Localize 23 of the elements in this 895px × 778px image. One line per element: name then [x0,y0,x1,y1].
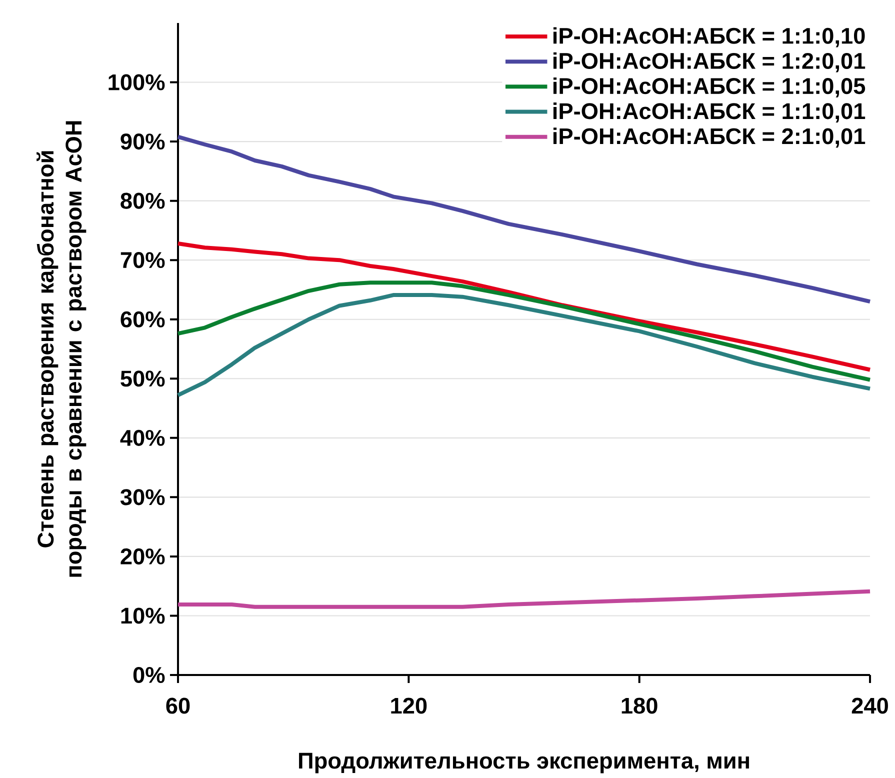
x-tick-label: 120 [391,698,427,714]
legend-label: iP-OH:AcOH:АБСК = 1:2:0,01 [553,52,866,72]
y-tick-label: 0% [133,666,165,684]
y-tick-label: 50% [120,370,165,387]
legend-label: iP-OH:AcOH:АБСК = 1:1:0,01 [553,102,866,122]
y-tick-label: 90% [120,134,165,150]
y-tick-label: 70% [120,252,165,268]
y-tick-label: 60% [120,311,165,328]
y-tick-label: 100% [108,74,165,90]
y-tick-label: 10% [121,608,165,624]
x-axis-title: Продолжительность эксперимента, мин [299,752,749,774]
y-tick-label: 30% [120,489,165,506]
x-tick-label: 180 [622,698,658,714]
y-tick-label: 40% [120,430,165,446]
y-axis-title: Степень растворения карбонатной породы в сравнении с раствором AcOH [36,121,86,577]
x-tick-label: 60 [166,698,190,714]
legend-label: iP-OH:AcOH:АБСК = 1:1:0,10 [553,27,865,48]
y-tick-label: 20% [120,548,165,564]
line-series [176,241,872,372]
y-tick-label: 80% [120,192,165,209]
x-tick-label: 240 [852,698,888,714]
legend-label: iP-OH:AcOH:АБСК = 2:1:0,01 [553,128,866,148]
legend-label: iP-OH:AcOH:АБСК = 1:1:0,05 [553,77,866,98]
